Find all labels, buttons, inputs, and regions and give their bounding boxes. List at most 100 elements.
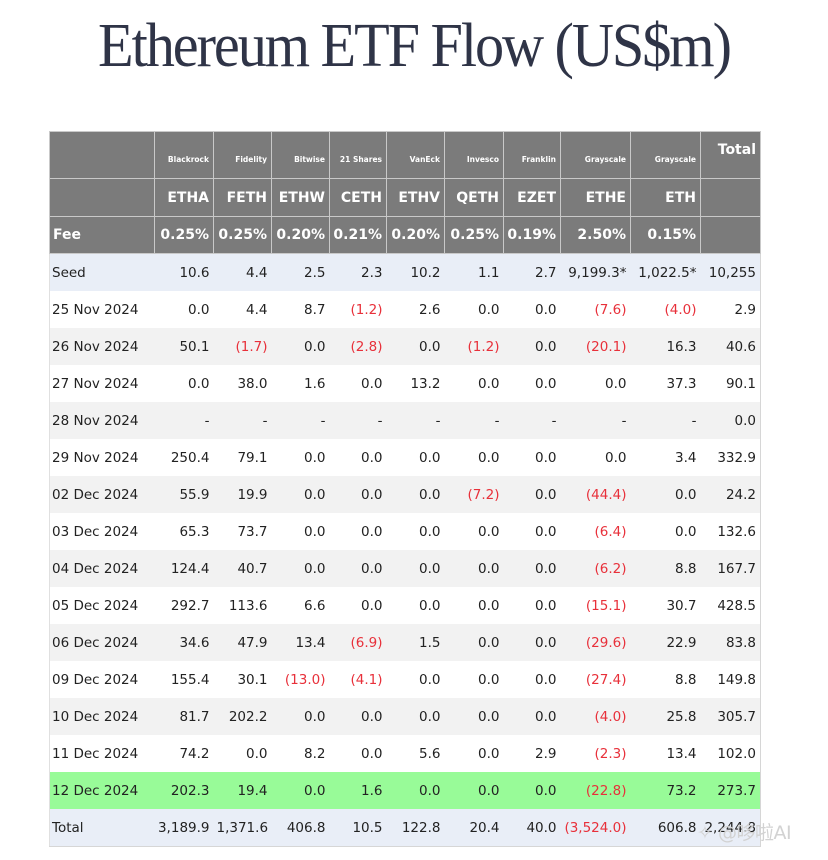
flow-value: 1.6 [271,365,330,402]
flow-value: 8.8 [630,661,701,698]
flow-value: 1.5 [386,624,445,661]
flow-value: 0.0 [386,772,445,809]
flow-value: 0.0 [444,772,504,809]
total-row: Total 3,189.9 1,371.6 406.8 10.5 122.8 20.4 40.… [49,809,761,847]
fee-header-cell: 0.20% [386,216,445,254]
flow-value: (4.0) [560,698,631,735]
flow-value: 2.9 [503,735,561,772]
flow-value: 10.2 [386,253,445,291]
flow-value: 20.4 [444,809,504,847]
flow-value: 1,022.5* [630,253,701,291]
flow-value: (6.9) [329,624,387,661]
flow-value: 0.0 [329,587,387,624]
flow-value: (1.2) [329,291,387,328]
flow-value: 0.0 [503,291,561,328]
flow-value: (1.2) [444,328,504,365]
flow-value: 73.2 [630,772,701,809]
flow-value: 1,371.6 [213,809,272,847]
flow-value: (4.1) [329,661,387,698]
table-row: 04 Dec 2024 124.4 40.7 0.0 0.0 0.0 0.0 0.0 (6.2)… [49,550,761,587]
flow-value: (2.8) [329,328,387,365]
fee-header-cell [700,216,761,254]
flow-value: - [329,402,387,439]
flow-value: 0.0 [444,624,504,661]
issuer-header-cell: Bitwise [271,131,330,179]
flow-value: 79.1 [213,439,272,476]
flow-value: 40.7 [213,550,272,587]
flow-value: 113.6 [213,587,272,624]
flow-value: 9,199.3* [560,253,631,291]
flow-value: 0.0 [386,513,445,550]
flow-value: 250.4 [154,439,214,476]
fee-header-row: Fee 0.25% 0.25% 0.20% 0.21% 0.20% 0.25% 0.19% 2.… [49,216,761,254]
flow-value: 4.4 [213,253,272,291]
flow-value: 0.0 [271,328,330,365]
flow-value: 6.6 [271,587,330,624]
flow-value: 5.6 [386,735,445,772]
table-row: 09 Dec 2024 155.4 30.1 (13.0) (4.1) 0.0 0.0 0.0… [49,661,761,698]
flow-value: 0.0 [444,291,504,328]
flow-value: (27.4) [560,661,631,698]
flow-value: 0.0 [271,476,330,513]
flow-value: 0.0 [329,513,387,550]
fee-header-cell: 0.25% [213,216,272,254]
flow-value: 0.0 [271,439,330,476]
flow-value: 47.9 [213,624,272,661]
flow-value: 81.7 [154,698,214,735]
row-label: 12 Dec 2024 [49,772,155,809]
table-row: 27 Nov 2024 0.0 38.0 1.6 0.0 13.2 0.0 0.0 0.0 37.… [49,365,761,402]
flow-value: 0.0 [444,550,504,587]
flow-value: 0.0 [503,328,561,365]
table-row: 06 Dec 2024 34.6 47.9 13.4 (6.9) 1.5 0.0 0.0 (29… [49,624,761,661]
flow-value: 0.0 [444,698,504,735]
flow-value: 132.6 [700,513,761,550]
flow-value: 2.7 [503,253,561,291]
issuer-header-cell: VanEck [386,131,445,179]
flow-value: 0.0 [503,624,561,661]
issuer-header-cell: Blackrock [154,131,214,179]
flow-value: 8.7 [271,291,330,328]
issuer-header-cell: Grayscale [560,131,631,179]
row-label: 29 Nov 2024 [49,439,155,476]
flow-value: 2,244.8 [700,809,761,847]
flow-value: 1.6 [329,772,387,809]
table-row: 28 Nov 2024- - - - - - - - -0.0 [49,402,761,439]
flow-value: 4.4 [213,291,272,328]
flow-value: 0.0 [271,772,330,809]
flow-value: 16.3 [630,328,701,365]
flow-value: 0.0 [444,735,504,772]
flow-value: 0.0 [503,550,561,587]
issuer-header-cell: Franklin [503,131,561,179]
flow-value: 0.0 [503,439,561,476]
flow-value: 40.0 [503,809,561,847]
table-row: 11 Dec 2024 74.2 0.0 8.2 0.0 5.6 0.0 2.9 (2.3) 13… [49,735,761,772]
flow-value: (29.6) [560,624,631,661]
row-label: 09 Dec 2024 [49,661,155,698]
flow-value: 406.8 [271,809,330,847]
flow-value: 3,189.9 [154,809,214,847]
flow-value: 0.0 [386,661,445,698]
flow-value: 55.9 [154,476,214,513]
ticker-header-cell: ETHA [154,178,214,217]
flow-value: 0.0 [329,476,387,513]
flow-value: 0.0 [700,402,761,439]
row-label: 05 Dec 2024 [49,587,155,624]
issuer-header-cell: Invesco [444,131,504,179]
flow-value: (3,524.0) [560,809,631,847]
flow-value: 0.0 [503,698,561,735]
flow-value: 0.0 [630,476,701,513]
flow-value: - [444,402,504,439]
flow-value: 13.4 [271,624,330,661]
flow-value: 332.9 [700,439,761,476]
flow-value: (15.1) [560,587,631,624]
row-label: 02 Dec 2024 [49,476,155,513]
issuer-header-cell: Total [700,131,761,179]
flow-value: 0.0 [329,365,387,402]
flow-value: 73.7 [213,513,272,550]
row-label: Seed [49,253,155,291]
flow-value: 22.9 [630,624,701,661]
flow-value: 202.2 [213,698,272,735]
flow-value: (7.2) [444,476,504,513]
watermark: ✧ @哆啦AI [697,822,792,844]
flow-value: (6.2) [560,550,631,587]
